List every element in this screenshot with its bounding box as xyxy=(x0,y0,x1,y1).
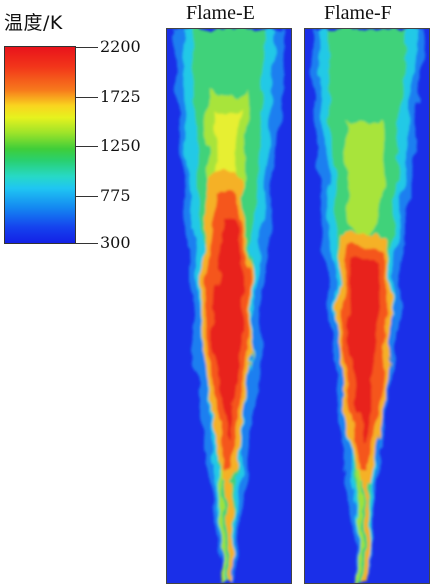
colorbar-tick xyxy=(76,196,98,197)
tick-label-2200: 2200 xyxy=(100,37,141,56)
tick-label-300: 300 xyxy=(100,233,131,252)
tick-label-1725: 1725 xyxy=(100,87,141,106)
colorbar-tick xyxy=(76,146,98,147)
legend-title: 温度/K xyxy=(4,12,63,34)
panel-title-flame-e: Flame-E xyxy=(186,2,255,24)
tick-label-775: 775 xyxy=(100,186,131,205)
flame-f-contour xyxy=(304,28,430,584)
colorbar-tick xyxy=(76,47,98,48)
flame-e-contour xyxy=(166,28,292,584)
tick-label-1250: 1250 xyxy=(100,136,141,155)
colorbar xyxy=(4,46,76,244)
panel-title-flame-f: Flame-F xyxy=(324,2,392,24)
colorbar-tick xyxy=(76,97,98,98)
colorbar-tick xyxy=(76,243,98,244)
